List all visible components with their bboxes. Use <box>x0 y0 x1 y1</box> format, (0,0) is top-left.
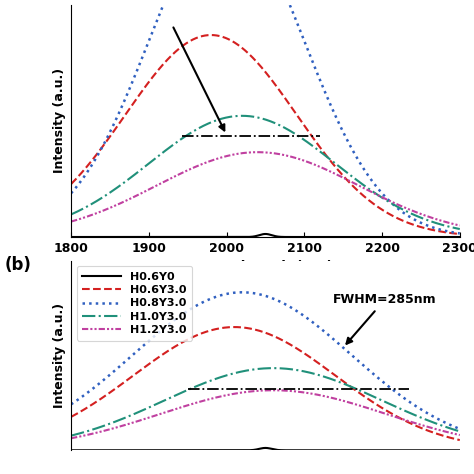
Y-axis label: Intensity (a.u.): Intensity (a.u.) <box>53 303 65 408</box>
Text: (b): (b) <box>5 256 32 274</box>
X-axis label: Wavelength (nm): Wavelength (nm) <box>198 260 333 274</box>
Y-axis label: Intensity (a.u.): Intensity (a.u.) <box>53 68 65 173</box>
Legend: H0.6Y0, H0.6Y3.0, H0.8Y3.0, H1.0Y3.0, H1.2Y3.0: H0.6Y0, H0.6Y3.0, H0.8Y3.0, H1.0Y3.0, H1… <box>77 266 192 341</box>
Text: FWHM=285nm: FWHM=285nm <box>333 293 437 344</box>
